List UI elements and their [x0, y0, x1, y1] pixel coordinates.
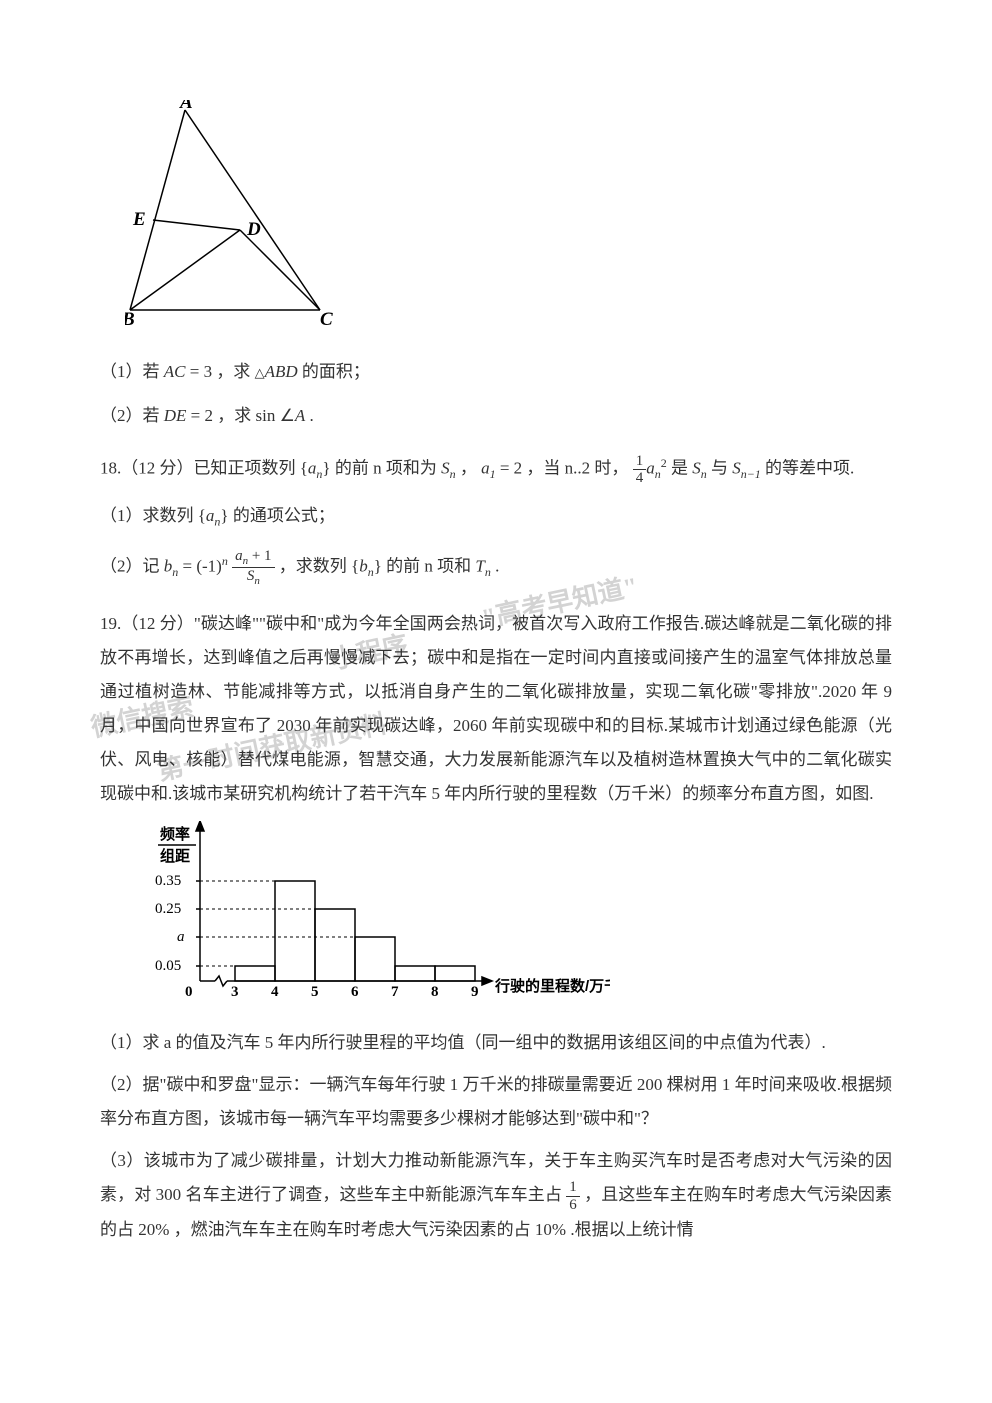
origin-label: 0: [185, 984, 193, 1000]
xtick-5: 5: [311, 984, 319, 1000]
q19-sub2: （2）据"碳中和罗盘"显示：一辆汽车每年行驶 1 万千米的排碳量需要近 200 …: [100, 1068, 892, 1136]
q19-sub1: （1）求 a 的值及汽车 5 年内所行驶里程的平均值（同一组中的数据用该组区间的…: [100, 1026, 892, 1060]
q18-sub1: （1）求数列 {an} 的通项公式；: [100, 499, 892, 533]
q19-main: 19.（12 分）"碳达峰""碳中和"成为今年全国两会热词，被首次写入政府工作报…: [100, 607, 892, 811]
xtick-4: 4: [271, 984, 279, 1000]
y-label-top: 频率: [160, 825, 190, 843]
histogram-svg: 频率 组距 0.35 0.25 a: [140, 821, 610, 1006]
xtick-8: 8: [431, 984, 439, 1000]
q18-main: 18.（12 分）已知正项数列 {an} 的前 n 项和为 Sn ， a1 = …: [100, 451, 892, 487]
y-label-bot: 组距: [160, 847, 190, 865]
ytick-035: 0.35: [155, 873, 181, 889]
vertex-d: D: [246, 219, 261, 240]
ytick-a: a: [177, 929, 185, 945]
x-axis-label: 行驶的里程数/万千米: [494, 977, 610, 995]
xtick-9: 9: [471, 984, 479, 1000]
vertex-e: E: [132, 209, 146, 230]
ytick-005: 0.05: [155, 958, 181, 974]
triangle-diagram: A B C D E: [125, 100, 892, 340]
ytick-025: 0.25: [155, 901, 181, 917]
xtick-6: 6: [351, 984, 359, 1000]
xtick-7: 7: [391, 984, 399, 1000]
q18-prefix: 18.（12 分）已知正项数列 {: [100, 459, 308, 478]
xtick-3: 3: [231, 984, 239, 1000]
vertex-c: C: [320, 309, 333, 330]
q18-sub2: （2）记 bn = (-1)n an + 1Sn ，求数列 {bn} 的前 n …: [100, 548, 892, 587]
vertex-b: B: [125, 309, 135, 330]
q19-sub3: （3）该城市为了减少碳排量，计划大力推动新能源汽车，关于车主购买汽车时是否考虑对…: [100, 1144, 892, 1247]
q17-sub2: （2）若 DE = 2 ，求 sin ∠A .: [100, 399, 892, 433]
vertex-a: A: [179, 100, 193, 113]
q17-sub1: （1）若 AC = 3 ，求 △ABD 的面积；: [100, 355, 892, 389]
triangle-svg: A B C D E: [125, 100, 345, 335]
histogram-diagram: 频率 组距 0.35 0.25 a: [140, 821, 892, 1011]
